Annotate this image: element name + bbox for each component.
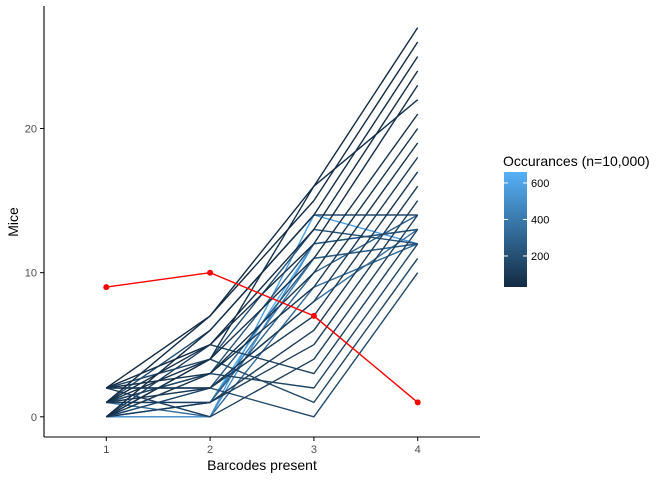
- legend-title: Occurances (n=10,000): [503, 153, 650, 169]
- simulated-series-line: [105, 56, 419, 418]
- simulated-series-line: [105, 41, 419, 389]
- y-tick-label: 0: [31, 412, 37, 424]
- simulated-series-line: [106, 185, 419, 418]
- observed-point: [310, 312, 317, 319]
- x-tick-label: 2: [207, 444, 213, 456]
- observed-series-line: [106, 271, 419, 403]
- highlight-layer: [103, 269, 421, 406]
- x-axis-title: Barcodes present: [207, 457, 317, 473]
- x-tick-label: 4: [415, 444, 421, 456]
- simulated-series-line: [106, 142, 419, 418]
- simulated-series-line: [106, 214, 418, 418]
- observed-point: [414, 399, 421, 406]
- legend: Occurances (n=10,000) 600 400 200: [503, 153, 650, 287]
- legend-tick-label: 400: [531, 214, 549, 226]
- axis-ticks: 1 2 3 4 0 10 20: [25, 124, 421, 456]
- simulated-series-line: [106, 113, 419, 404]
- simulated-series-line: [105, 27, 419, 403]
- simulated-series-line: [106, 70, 419, 389]
- simulated-series-line: [106, 200, 419, 404]
- y-tick-label: 10: [25, 268, 37, 280]
- y-tick-label: 20: [25, 124, 37, 136]
- x-tick-label: 1: [103, 444, 109, 456]
- legend-tick-label: 200: [531, 251, 549, 263]
- observed-point: [207, 269, 214, 276]
- series-layer: [105, 27, 419, 418]
- x-tick-label: 3: [311, 444, 317, 456]
- observed-point: [103, 284, 110, 291]
- legend-ticks: 600 400 200: [504, 178, 549, 263]
- legend-tick-label: 600: [531, 178, 549, 190]
- y-axis-title: Mice: [5, 207, 21, 237]
- legend-colorbar: [504, 172, 527, 287]
